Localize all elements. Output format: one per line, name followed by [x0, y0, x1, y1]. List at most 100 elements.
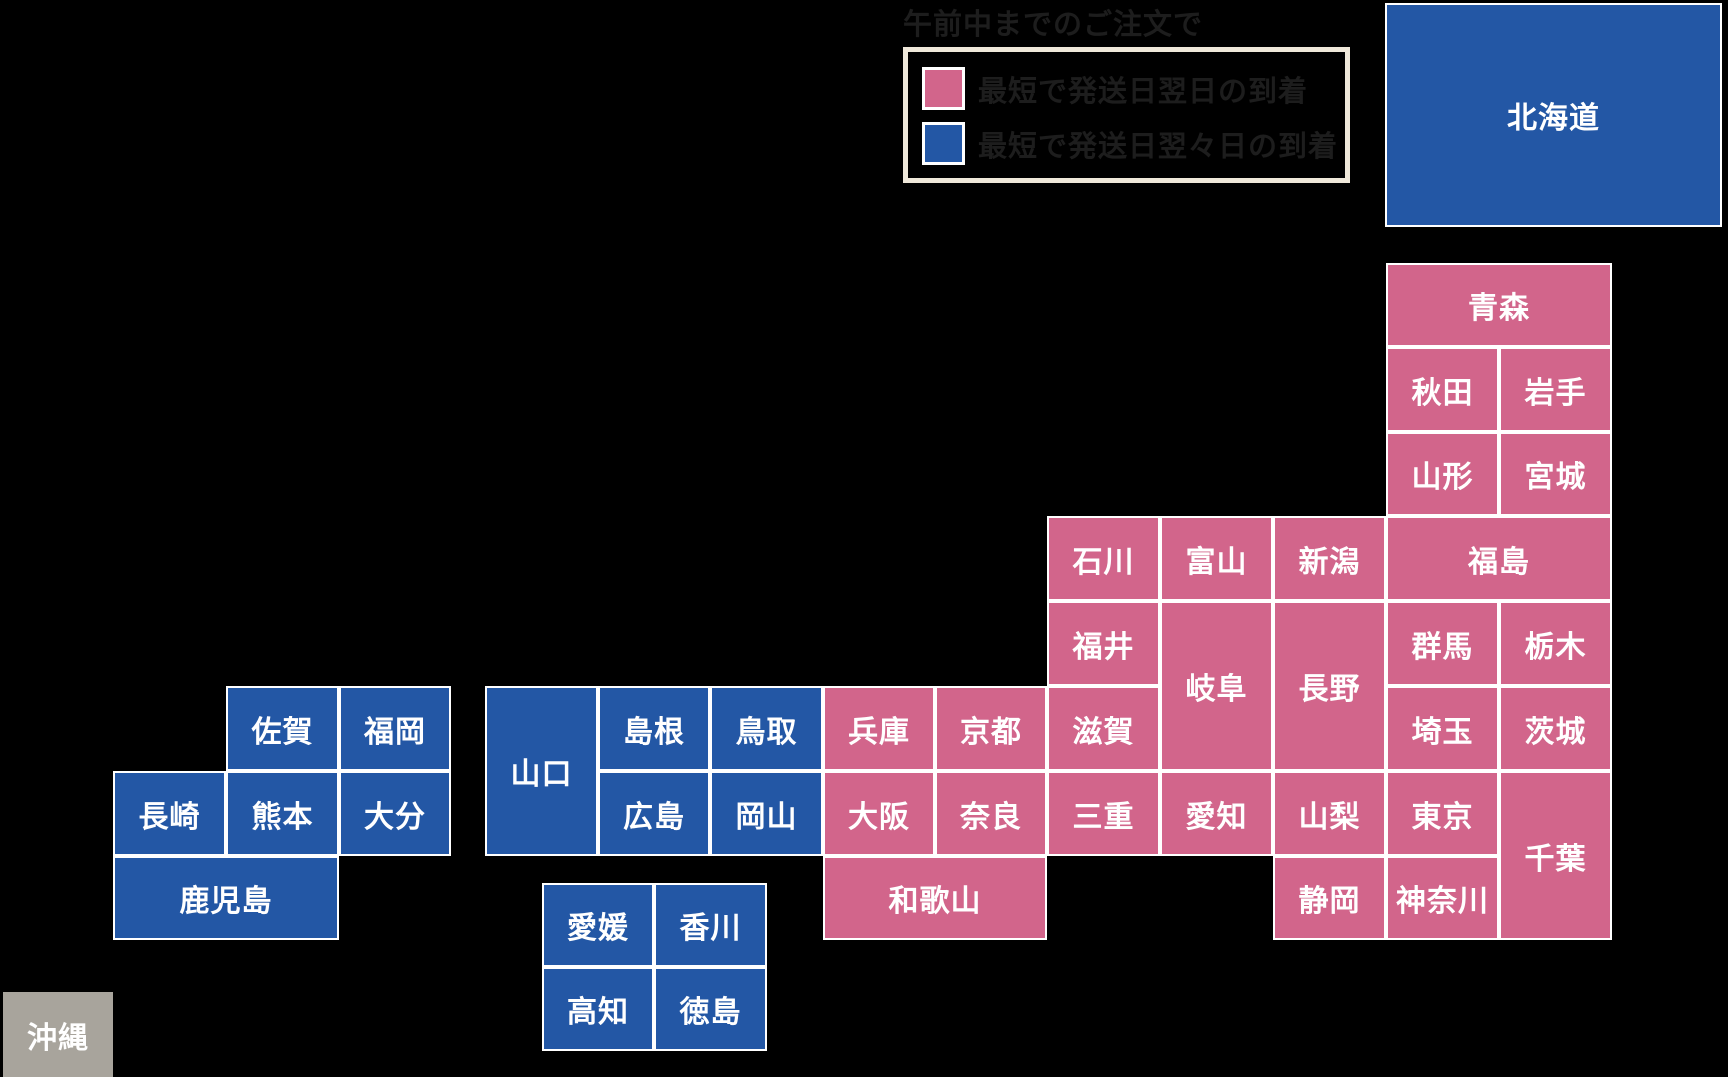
- prefecture-label: 宮城: [1524, 461, 1587, 494]
- cell-aichi: 愛知: [1160, 771, 1273, 856]
- legend-row-next-day: 最短で発送日翌日の到着: [922, 67, 1345, 110]
- prefecture-label: 兵庫: [848, 715, 910, 749]
- cell-tottori: 鳥取: [710, 686, 823, 771]
- next-day-swatch-icon: [922, 67, 965, 110]
- prefecture-label: 広島: [623, 800, 685, 834]
- cell-tochigi: 栃木: [1499, 601, 1612, 686]
- cell-miyagi: 宮城: [1499, 432, 1612, 516]
- prefecture-label: 鳥取: [735, 715, 798, 749]
- prefecture-label: 三重: [1072, 800, 1135, 834]
- cell-kochi: 高知: [542, 967, 654, 1051]
- cell-ehime: 愛媛: [542, 883, 654, 967]
- cell-oita: 大分: [339, 771, 451, 856]
- cell-fukushima: 福島: [1386, 516, 1612, 601]
- two-days-swatch-icon: [922, 122, 965, 165]
- prefecture-label: 岐阜: [1185, 673, 1248, 706]
- legend-row-two-days: 最短で発送日翌々日の到着: [922, 122, 1345, 165]
- cell-tokyo: 東京: [1386, 771, 1499, 856]
- cell-kagoshima: 鹿児島: [113, 856, 339, 940]
- cell-gunma: 群馬: [1386, 601, 1499, 686]
- prefecture-label: 福井: [1072, 630, 1135, 664]
- prefecture-label: 佐賀: [251, 715, 314, 749]
- prefecture-label: 山形: [1411, 461, 1474, 494]
- cell-fukuoka: 福岡: [339, 686, 451, 771]
- cell-nagano: 長野: [1273, 601, 1386, 771]
- prefecture-label: 香川: [679, 912, 742, 945]
- prefecture-label: 静岡: [1298, 885, 1361, 918]
- cell-hyogo: 兵庫: [823, 686, 935, 771]
- prefecture-label: 山口: [510, 758, 573, 791]
- cell-fukui: 福井: [1047, 601, 1160, 686]
- prefecture-label: 岡山: [735, 800, 798, 834]
- prefecture-label: 和歌山: [888, 885, 982, 918]
- cell-shimane: 島根: [598, 686, 710, 771]
- cell-okayama: 岡山: [710, 771, 823, 856]
- prefecture-label: 鹿児島: [179, 885, 273, 918]
- prefecture-label: 石川: [1072, 545, 1135, 579]
- prefecture-label: 大分: [364, 800, 426, 834]
- prefecture-label: 沖縄: [27, 1021, 89, 1055]
- prefecture-label: 滋賀: [1072, 715, 1135, 749]
- prefecture-label: 徳島: [679, 996, 742, 1029]
- cell-niigata: 新潟: [1273, 516, 1386, 601]
- prefecture-label: 新潟: [1298, 545, 1361, 579]
- prefecture-label: 長崎: [138, 800, 201, 834]
- cell-shiga: 滋賀: [1047, 686, 1160, 771]
- cell-chiba: 千葉: [1499, 771, 1612, 940]
- prefecture-label: 奈良: [960, 800, 1022, 834]
- cell-saga: 佐賀: [226, 686, 339, 771]
- prefecture-label: 愛媛: [567, 912, 629, 945]
- legend-box: 最短で発送日翌日の到着 最短で発送日翌々日の到着: [903, 47, 1350, 183]
- prefecture-label: 茨城: [1524, 715, 1587, 749]
- prefecture-label: 秋田: [1411, 376, 1474, 410]
- cell-kumamoto: 熊本: [226, 771, 339, 856]
- cell-toyama: 富山: [1160, 516, 1273, 601]
- prefecture-label: 福島: [1468, 545, 1530, 579]
- legend-title: 午前中までのご注文で: [903, 9, 1204, 41]
- prefecture-label: 島根: [623, 715, 685, 749]
- cell-ishikawa: 石川: [1047, 516, 1160, 601]
- legend-label-next-day: 最短で発送日翌日の到着: [978, 75, 1309, 108]
- prefecture-label: 長野: [1298, 673, 1361, 706]
- cell-mie: 三重: [1047, 771, 1160, 856]
- cell-kanagawa: 神奈川: [1386, 856, 1499, 940]
- legend-label-two-days: 最短で発送日翌々日の到着: [978, 130, 1339, 163]
- prefecture-label: 福岡: [364, 715, 426, 749]
- cell-yamaguchi: 山口: [485, 686, 598, 856]
- prefecture-label: 京都: [960, 715, 1022, 749]
- cell-iwate: 岩手: [1499, 347, 1612, 432]
- prefecture-label: 神奈川: [1396, 885, 1489, 918]
- prefecture-label: 大阪: [848, 800, 910, 834]
- prefecture-label: 山梨: [1298, 800, 1361, 834]
- prefecture-label: 埼玉: [1411, 715, 1474, 749]
- cell-kagawa: 香川: [654, 883, 767, 967]
- cell-shizuoka: 静岡: [1273, 856, 1386, 940]
- cell-yamagata: 山形: [1386, 432, 1499, 516]
- prefecture-label: 高知: [567, 996, 629, 1029]
- cell-osaka: 大阪: [823, 771, 935, 856]
- prefecture-label: 熊本: [251, 800, 314, 834]
- cell-okinawa: 沖縄: [3, 992, 113, 1077]
- cell-nagasaki: 長崎: [113, 771, 226, 856]
- prefecture-label: 岩手: [1524, 376, 1587, 410]
- cell-aomori: 青森: [1386, 263, 1612, 347]
- cell-hokkaido: 北海道: [1385, 3, 1722, 227]
- cell-wakayama: 和歌山: [823, 856, 1047, 940]
- prefecture-label: 東京: [1411, 800, 1474, 834]
- cell-nara: 奈良: [935, 771, 1047, 856]
- cell-kyoto: 京都: [935, 686, 1047, 771]
- prefecture-label: 北海道: [1507, 102, 1600, 135]
- prefecture-label: 栃木: [1524, 630, 1587, 664]
- cell-tokushima: 徳島: [654, 967, 767, 1051]
- cell-saitama: 埼玉: [1386, 686, 1499, 771]
- prefecture-label: 千葉: [1524, 842, 1587, 876]
- prefecture-label: 青森: [1468, 292, 1530, 325]
- cell-hiroshima: 広島: [598, 771, 710, 856]
- prefecture-label: 群馬: [1411, 630, 1474, 664]
- cell-yamanashi: 山梨: [1273, 771, 1386, 856]
- cell-ibaraki: 茨城: [1499, 686, 1612, 771]
- prefecture-label: 愛知: [1185, 800, 1248, 834]
- cell-akita: 秋田: [1386, 347, 1499, 432]
- prefecture-label: 富山: [1185, 545, 1248, 579]
